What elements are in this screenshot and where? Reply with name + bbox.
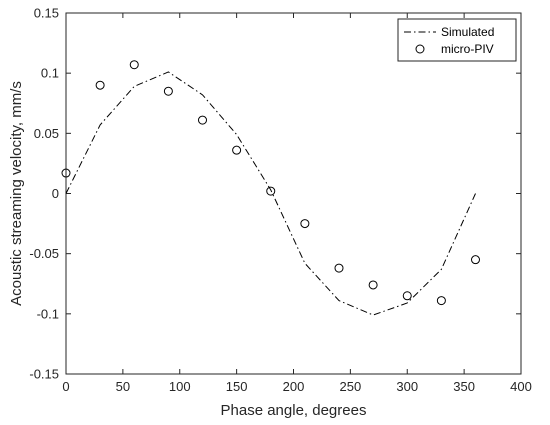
legend-box	[397, 18, 517, 62]
legend-micro-piv-marker-sample	[415, 44, 425, 54]
y-axis-label: Acoustic streaming velocity, mm/s	[8, 81, 25, 306]
legend: Simulated micro-PIV	[397, 18, 517, 62]
x-tick-label: 400	[510, 379, 532, 394]
x-tick-label: 50	[116, 379, 130, 394]
micro-piv-point	[334, 263, 344, 273]
micro-piv-point	[129, 60, 139, 70]
y-tick-label: 0.05	[34, 126, 59, 141]
micro-piv-point	[61, 168, 71, 178]
x-tick-label: 350	[453, 379, 475, 394]
micro-piv-point	[436, 296, 446, 306]
y-tick-label: 0	[52, 186, 59, 201]
x-tick-label: 200	[283, 379, 305, 394]
micro-piv-point	[300, 219, 310, 229]
micro-piv-point	[198, 115, 207, 125]
micro-piv-point	[368, 280, 378, 290]
micro-piv-point	[402, 291, 412, 301]
micro-piv-point	[232, 145, 242, 155]
x-axis-ticks: 0 50 100 150 200 250 300 350 400	[62, 13, 532, 394]
x-tick-label: 0	[62, 379, 69, 394]
micro-piv-point	[266, 186, 276, 196]
y-tick-label: -0.15	[29, 367, 59, 382]
y-tick-label: -0.1	[37, 306, 59, 321]
legend-label-simulated: Simulated	[441, 25, 494, 39]
legend-label-micro-piv: micro-PIV	[441, 42, 494, 56]
x-tick-label: 100	[169, 379, 191, 394]
y-axis-ticks: -0.15 -0.1 -0.05 0 0.05 0.1 0.15	[29, 6, 521, 382]
x-tick-label: 250	[340, 379, 362, 394]
micro-piv-point	[163, 86, 173, 96]
plot-area	[65, 12, 522, 375]
y-tick-label: 0.15	[34, 6, 59, 21]
x-tick-label: 150	[226, 379, 248, 394]
y-tick-label: 0.1	[41, 66, 59, 81]
y-tick-label: -0.05	[29, 246, 59, 261]
x-tick-label: 300	[396, 379, 418, 394]
series-layer	[61, 60, 480, 316]
micro-piv-point	[471, 255, 480, 265]
micro-piv-point	[95, 80, 105, 90]
x-axis-label: Phase angle, degrees	[221, 402, 367, 419]
series-simulated-line	[65, 71, 476, 316]
